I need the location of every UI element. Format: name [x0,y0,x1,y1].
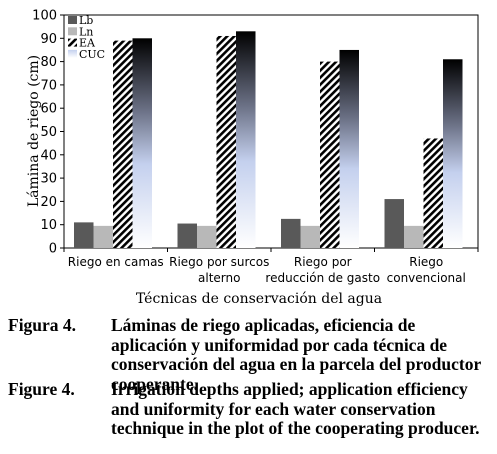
figure-caption-spanish: Figura 4. Láminas de riego aplicadas, ef… [8,315,492,394]
bar-cuc-1 [132,38,152,248]
bar-ln-3 [300,225,320,248]
y-tick-label: 90 [40,32,57,47]
y-tick-label: 30 [40,172,57,187]
y-tick-label: 60 [40,102,57,117]
x-category-label: alterno [198,271,240,285]
y-tick-label: 70 [40,78,57,93]
legend-label-cuc: CUC [79,48,105,61]
legend-swatch-ea [68,38,77,47]
bar-cuc-2 [236,31,256,249]
legend-swatch-lb [68,16,77,24]
y-tick-label: 100 [32,9,57,24]
y-tick-label: 20 [40,195,57,210]
bar-ln-1 [93,225,113,248]
y-tick-label: 0 [49,242,57,257]
x-category-label: Riego en camas [68,255,164,269]
bar-ea-1 [113,40,133,248]
x-category-label: convencional [387,271,466,285]
bar-ea-2 [216,35,236,248]
bar-cuc-3 [339,49,359,249]
x-category-label: Riego por [294,255,352,269]
legend-label-ea: EA [79,37,96,50]
y-tick-label: 10 [40,218,57,233]
bar-ea-3 [320,61,340,248]
x-axis-categories: Riego en camas Riego por surcos alterno Rie… [63,248,479,285]
bar-ea-4 [423,138,443,248]
bars [74,31,463,249]
bar-lb-3 [281,218,301,248]
caption-text-english: Irrigation depths applied; application e… [111,379,480,438]
bar-lb-1 [74,222,94,248]
bar-lb-4 [384,199,404,248]
x-category-label: reducción de gasto [265,271,380,285]
figure-caption-english: Figure 4. Irrigation depths applied; app… [8,379,492,439]
caption-label-english: Figure 4. [8,379,75,399]
bar-lb-2 [177,223,197,248]
y-axis-title: Lámina de riego (cm) [26,55,42,207]
legend-label-lb: Lb [79,14,93,27]
legend-swatch-cuc [68,49,77,58]
caption-label-spanish: Figura 4. [8,315,77,335]
legend-swatch-ln [68,27,77,36]
y-tick-label: 80 [40,55,57,70]
bar-ln-2 [197,225,217,248]
caption-text-spanish: Láminas de riego aplicadas, eficiencia d… [111,315,481,394]
legend-label-ln: Ln [79,25,93,38]
y-axis-ticks: 0 10 20 30 40 50 60 70 80 90 100 [32,9,64,257]
x-category-label: Riego [409,255,443,269]
bar-cuc-4 [443,59,463,248]
y-tick-label: 50 [40,125,57,140]
x-axis-title: Técnicas de conservación del agua [136,291,382,307]
x-category-label: Riego por surcos [169,255,269,269]
y-tick-label: 40 [40,148,57,163]
bar-ln-4 [404,225,424,248]
